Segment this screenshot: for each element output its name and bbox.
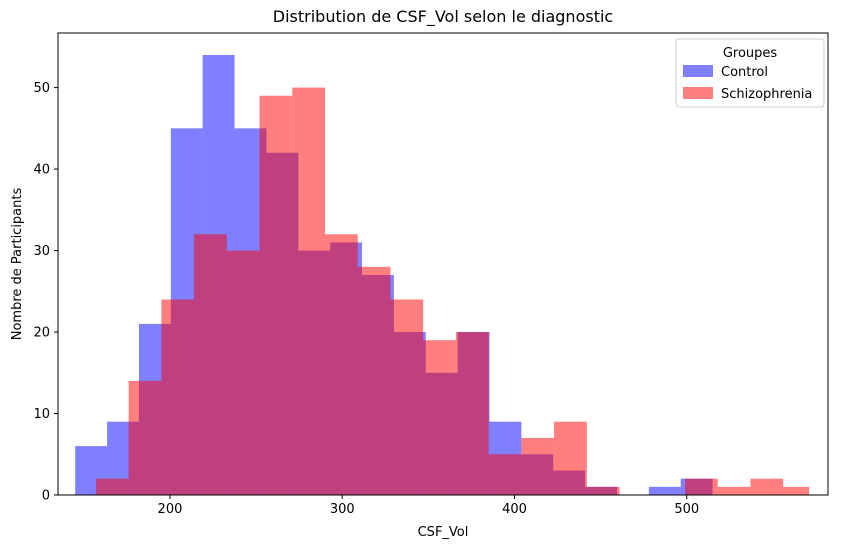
bar-schizophrenia-7 — [325, 234, 358, 495]
y-tick-label: 0 — [42, 489, 50, 504]
y-tick-label: 50 — [33, 81, 50, 96]
bar-schizophrenia-18 — [685, 478, 718, 495]
legend: Groupes Control Schizophrenia — [675, 38, 825, 108]
bar-schizophrenia-0 — [95, 478, 129, 495]
y-tick-label: 20 — [33, 326, 50, 341]
legend-swatch-schizophrenia — [683, 87, 713, 99]
plot-frame — [57, 32, 829, 496]
legend-title: Groupes — [723, 46, 778, 61]
x-axis-label: CSF_Vol — [418, 525, 469, 540]
bar-schizophrenia-1 — [128, 380, 162, 495]
bar-schizophrenia-10 — [423, 340, 456, 495]
x-tick-label: 500 — [674, 502, 699, 517]
x-tick-label: 300 — [330, 502, 355, 517]
bar-schizophrenia-6 — [292, 87, 326, 495]
bar-schizophrenia-20 — [750, 478, 784, 495]
bar-schizophrenia-11 — [455, 332, 489, 495]
bar-schizophrenia-9 — [390, 299, 424, 495]
y-tick-label: 40 — [33, 163, 50, 178]
chart-title: Distribution de CSF_Vol selon le diagnos… — [273, 7, 613, 27]
bar-schizophrenia-21 — [783, 486, 810, 495]
bar-schizophrenia-4 — [226, 250, 260, 495]
bar-control-18 — [648, 486, 681, 495]
bar-schizophrenia-15 — [586, 486, 620, 495]
bar-schizophrenia-8 — [357, 266, 391, 495]
bar-schizophrenia-5 — [259, 95, 293, 496]
legend-swatch-control — [683, 65, 713, 77]
bar-schizophrenia-14 — [554, 421, 587, 495]
y-axis-label: Nombre de Participants — [10, 188, 25, 341]
x-tick-label: 400 — [502, 502, 527, 517]
ticks-layer: 200 300 400 500 0 10 20 30 40 50 — [33, 81, 699, 517]
y-tick-label: 30 — [33, 244, 50, 259]
y-tick-label: 10 — [33, 407, 50, 422]
x-tick-label: 200 — [158, 502, 183, 517]
bar-schizophrenia-13 — [521, 437, 555, 495]
bar-schizophrenia-19 — [717, 486, 751, 495]
bars-layer — [75, 55, 810, 496]
legend-label-schizophrenia: Schizophrenia — [721, 87, 812, 102]
bar-schizophrenia-3 — [194, 234, 227, 495]
bar-schizophrenia-2 — [161, 299, 195, 495]
legend-label-control: Control — [721, 65, 768, 80]
bar-schizophrenia-12 — [488, 454, 522, 495]
